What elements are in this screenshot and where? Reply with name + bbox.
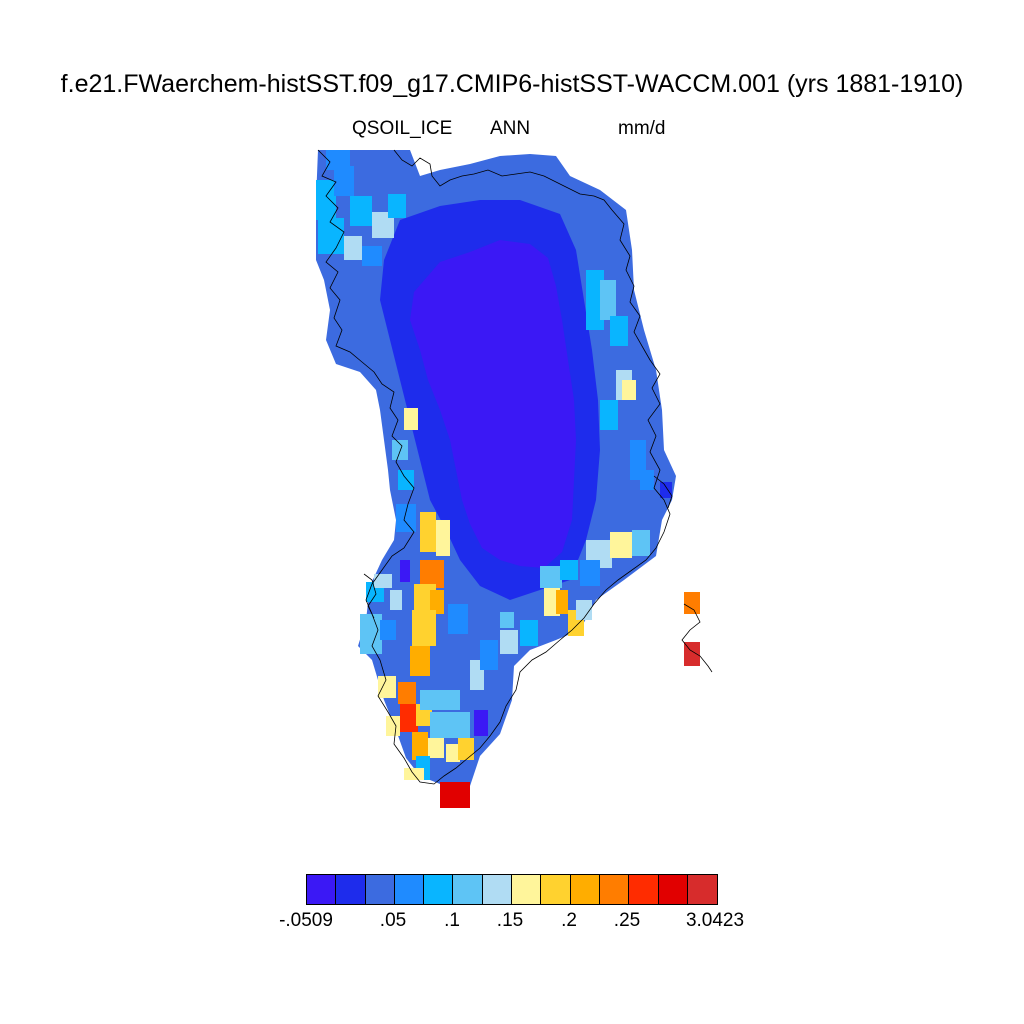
map-cell (474, 710, 488, 736)
map-cell (428, 738, 444, 758)
map-cell (600, 280, 616, 320)
map-cell (360, 614, 382, 654)
map-cell (520, 620, 538, 646)
map-cell (412, 732, 428, 760)
map-cell (378, 676, 396, 698)
colorbar-box-5 (453, 875, 483, 904)
map-cell (362, 246, 382, 266)
coastline (317, 149, 671, 785)
map-cell (334, 166, 354, 196)
season-label: ANN (490, 118, 531, 139)
colorbar-box-3 (394, 875, 425, 904)
map-cell (400, 704, 418, 732)
colorbar-box-0 (307, 875, 337, 904)
map-cell (316, 180, 336, 220)
map-cell (586, 270, 604, 330)
map-cell (380, 620, 396, 640)
colorbar-box-8 (541, 875, 571, 904)
map-cell (640, 470, 654, 490)
map-cell (610, 316, 628, 346)
colorbar-tick-label: 3.0423 (685, 910, 745, 931)
map-cell (632, 530, 650, 556)
plot-title: f.e21.FWaerchem-histSST.f09_g17.CMIP6-hi… (60, 70, 964, 98)
colorbar-box-12 (658, 875, 688, 904)
colorbar-box-13 (687, 875, 718, 904)
map-cell (556, 590, 568, 614)
coastline-island-2 (363, 573, 377, 619)
map-cell (500, 612, 514, 628)
map-cell (540, 566, 562, 588)
map-cell (400, 560, 410, 582)
map-cell (386, 716, 400, 736)
map-cell (446, 744, 460, 762)
map-cell (396, 504, 416, 532)
map-cell (410, 646, 430, 676)
colorbar-box-2 (365, 875, 395, 904)
colorbar-box-4 (424, 875, 454, 904)
map-cell (500, 630, 518, 654)
map-cell (420, 560, 444, 588)
map-cell (388, 194, 406, 218)
map-cell (600, 400, 618, 430)
map-cell (430, 590, 444, 614)
colorbar-tick-label: .25 (613, 910, 641, 931)
colorbar-box-1 (336, 875, 366, 904)
map-cell (372, 212, 394, 238)
colorbar-box-11 (629, 875, 659, 904)
map-cell (458, 738, 474, 760)
colorbar-tick-label: .1 (444, 910, 460, 931)
map-cell (420, 690, 460, 710)
map-cell (480, 640, 498, 670)
map-cell (420, 512, 436, 552)
colorbar-tick-label: .2 (561, 910, 577, 931)
colorbar (306, 874, 719, 905)
map-cell (684, 592, 700, 614)
ice-sheet-region (410, 240, 576, 568)
map-cell (430, 712, 470, 738)
coastline-island-3 (653, 475, 673, 509)
map-cell (660, 482, 672, 498)
map-cell (326, 150, 350, 170)
map-cell (576, 600, 592, 620)
colorbar-tick-label: -.0509 (279, 910, 333, 931)
map-cell (622, 380, 636, 400)
map-cell (404, 408, 418, 430)
map-cell (398, 470, 414, 490)
colorbar-box-6 (482, 875, 513, 904)
map-cell (344, 236, 362, 260)
colorbar-tick-label: .05 (379, 910, 407, 931)
colorbar-box-10 (599, 875, 630, 904)
map-cell (436, 520, 450, 556)
map-cell (560, 560, 578, 580)
colorbar-tick-label: .15 (496, 910, 524, 931)
map-cell (580, 560, 600, 586)
colorbar-box-9 (570, 875, 600, 904)
map-cell (412, 610, 436, 646)
variable-label: QSOIL_ICE (352, 118, 453, 139)
units-label: mm/d (618, 118, 666, 139)
coastline-island (681, 603, 713, 673)
map-cell (390, 590, 402, 610)
map-cell (318, 218, 344, 254)
map-cell (392, 440, 408, 460)
colorbar-box-7 (512, 875, 542, 904)
map-cell (448, 604, 468, 634)
map-cell (610, 532, 632, 558)
map-cell (350, 196, 372, 226)
map-cell (398, 682, 416, 704)
map-cell (374, 574, 392, 588)
map-cell (440, 782, 470, 808)
